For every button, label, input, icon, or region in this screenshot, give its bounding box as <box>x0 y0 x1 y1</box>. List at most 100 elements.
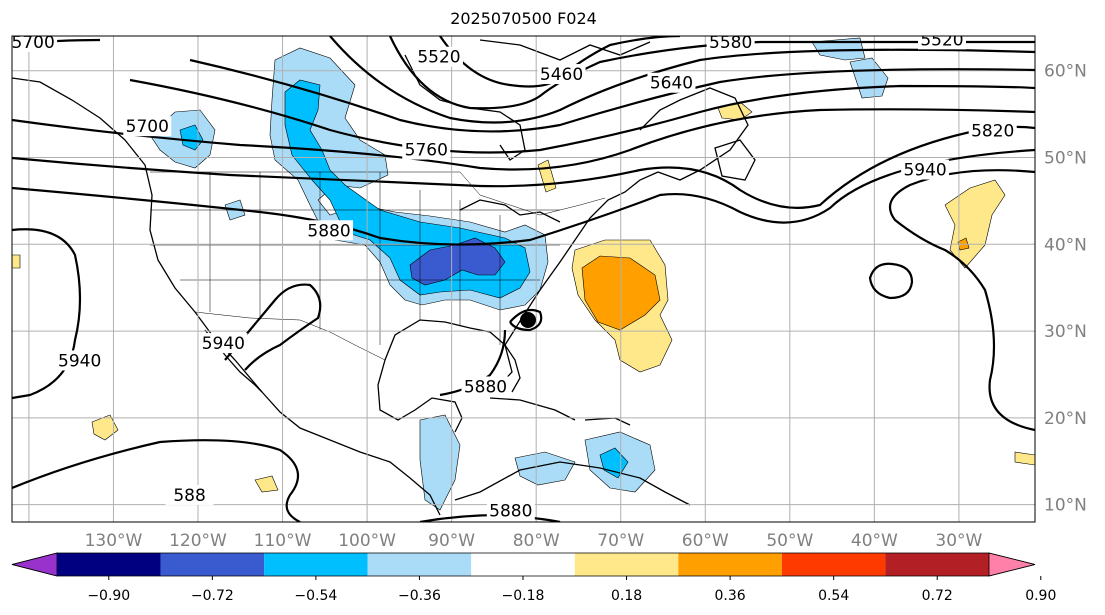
contour-label-bg <box>305 220 354 241</box>
contour-label-bg <box>461 376 510 397</box>
contour-5940-east <box>888 169 1035 432</box>
us-mexico-border <box>194 311 386 361</box>
lon-label: 60°W <box>682 531 729 551</box>
lon-label: 110°W <box>254 531 312 551</box>
contour-5760 <box>12 108 1035 171</box>
contour-label-bg <box>402 139 451 160</box>
contour-5880 <box>12 148 1035 246</box>
contour-label: 5700 <box>12 33 55 53</box>
contour-5880-gulf <box>439 329 507 397</box>
contour-southeast-loop <box>509 308 543 332</box>
height-contours <box>12 36 1035 522</box>
contour-closed-high <box>868 262 914 300</box>
lon-labels: 130°W 120°W 110°W 100°W 90°W 80°W 70°W 60°W 50°W… <box>85 531 983 551</box>
page-title: 2025070500 F024 <box>450 9 597 28</box>
contour-label: 5760 <box>405 141 448 161</box>
us-canada-border <box>150 171 606 216</box>
storm-center-marker <box>520 312 536 328</box>
arctic-islands <box>479 39 651 61</box>
contour-label-bg <box>12 36 58 52</box>
contour-label: 5940 <box>202 334 245 354</box>
contour-label: 5520 <box>920 30 963 50</box>
labrador-coast <box>639 87 749 181</box>
contour-label: 5520 <box>417 48 460 68</box>
lat-label: 30°N <box>1044 322 1087 342</box>
contour-label-bg <box>706 36 755 52</box>
lat-label: 50°N <box>1044 149 1087 169</box>
contour-label: 5640 <box>650 74 693 94</box>
lon-label: 80°W <box>513 531 560 551</box>
contour-5820 <box>12 125 1035 209</box>
neg-anomaly-venezuela <box>514 451 576 486</box>
lat-labels: 60°N 50°N 40°N 30°N 20°N 10°N <box>1044 62 1087 516</box>
colorbar-over-arrow <box>988 552 1036 577</box>
contour-labels: 5700 5520 5460 5580 5520 5640 5700 5760 5820 5940… <box>12 30 1017 522</box>
contour-label: 5460 <box>540 65 583 85</box>
lon-label: 70°W <box>597 531 644 551</box>
contour-label-bg <box>55 350 104 371</box>
mexico-gulf-coast <box>377 359 463 433</box>
atlantic-coast <box>504 171 659 346</box>
colorbar-tick-label: 0.90 <box>1025 588 1056 604</box>
contour-label-bg <box>199 333 248 354</box>
florida <box>504 344 521 393</box>
contour-label-bg <box>486 500 535 521</box>
pos-anomaly-west-edge <box>12 254 21 269</box>
pacific-coast <box>12 77 441 516</box>
lat-label: 60°N <box>1044 62 1087 82</box>
lon-label: 30°W <box>935 531 982 551</box>
pos-anomaly-pacific <box>91 414 119 441</box>
contour-label-bg <box>123 116 172 137</box>
border-layer <box>150 171 606 361</box>
south-america-coast <box>454 461 691 506</box>
colorbar-tick-label: −0.54 <box>294 588 337 604</box>
state-lines <box>150 172 560 345</box>
colorbar-tick-label: 0.36 <box>715 588 746 604</box>
lon-label: 120°W <box>169 531 227 551</box>
pos-anomaly-east-edge <box>1014 451 1035 466</box>
contour-label-bg <box>165 484 214 505</box>
colorbar-tick-label: 0.18 <box>611 588 642 604</box>
colorbar-segment <box>885 553 989 576</box>
lat-label: 40°N <box>1044 235 1087 255</box>
contour-label: 5880 <box>489 502 532 522</box>
colorbar-tick-label: 0.72 <box>922 588 953 604</box>
contour-label-bg <box>901 159 950 180</box>
contour-label: 5820 <box>971 121 1014 141</box>
lon-label: 90°W <box>428 531 475 551</box>
colorbar-segment <box>471 553 575 576</box>
gulf-coast <box>384 319 513 386</box>
lat-label: 20°N <box>1044 409 1087 429</box>
contour-label: 588 <box>173 486 205 506</box>
pos-anomaly-mexico <box>254 475 279 493</box>
contour-5520 <box>389 36 1035 110</box>
colorbar-tick-label: −0.72 <box>191 588 234 604</box>
colorbar-segment <box>160 553 265 576</box>
lon-label: 130°W <box>85 531 143 551</box>
colorbar-tick-label: −0.90 <box>87 588 130 604</box>
lon-label: 50°W <box>766 531 813 551</box>
colorbar-segment <box>367 553 472 576</box>
contour-label: 5580 <box>709 33 752 53</box>
colorbar-outline <box>11 552 1036 577</box>
map-frame <box>11 35 1036 523</box>
colorbar-tick-label: −0.18 <box>502 588 545 604</box>
colorbar-segment <box>781 553 886 576</box>
contour-label: 5880 <box>464 377 507 397</box>
lon-label: 40°W <box>851 531 898 551</box>
contour-label: 5940 <box>903 161 946 181</box>
neg-anomaly-central-america <box>419 414 461 511</box>
contour-label: 5700 <box>126 117 169 137</box>
colorbar-tick-label: −0.36 <box>398 588 441 604</box>
contour-5580 <box>329 36 1035 124</box>
contour-label-bg <box>414 46 463 67</box>
contour-5940-west <box>12 228 82 400</box>
newfoundland <box>714 139 756 181</box>
contour-label: 5940 <box>58 351 101 371</box>
neg-anomaly-north <box>811 37 866 61</box>
contour-label-bg <box>918 36 966 50</box>
colorbar-segment <box>678 553 782 576</box>
contour-label-bg <box>537 64 586 85</box>
colorbar-segment <box>57 553 161 576</box>
